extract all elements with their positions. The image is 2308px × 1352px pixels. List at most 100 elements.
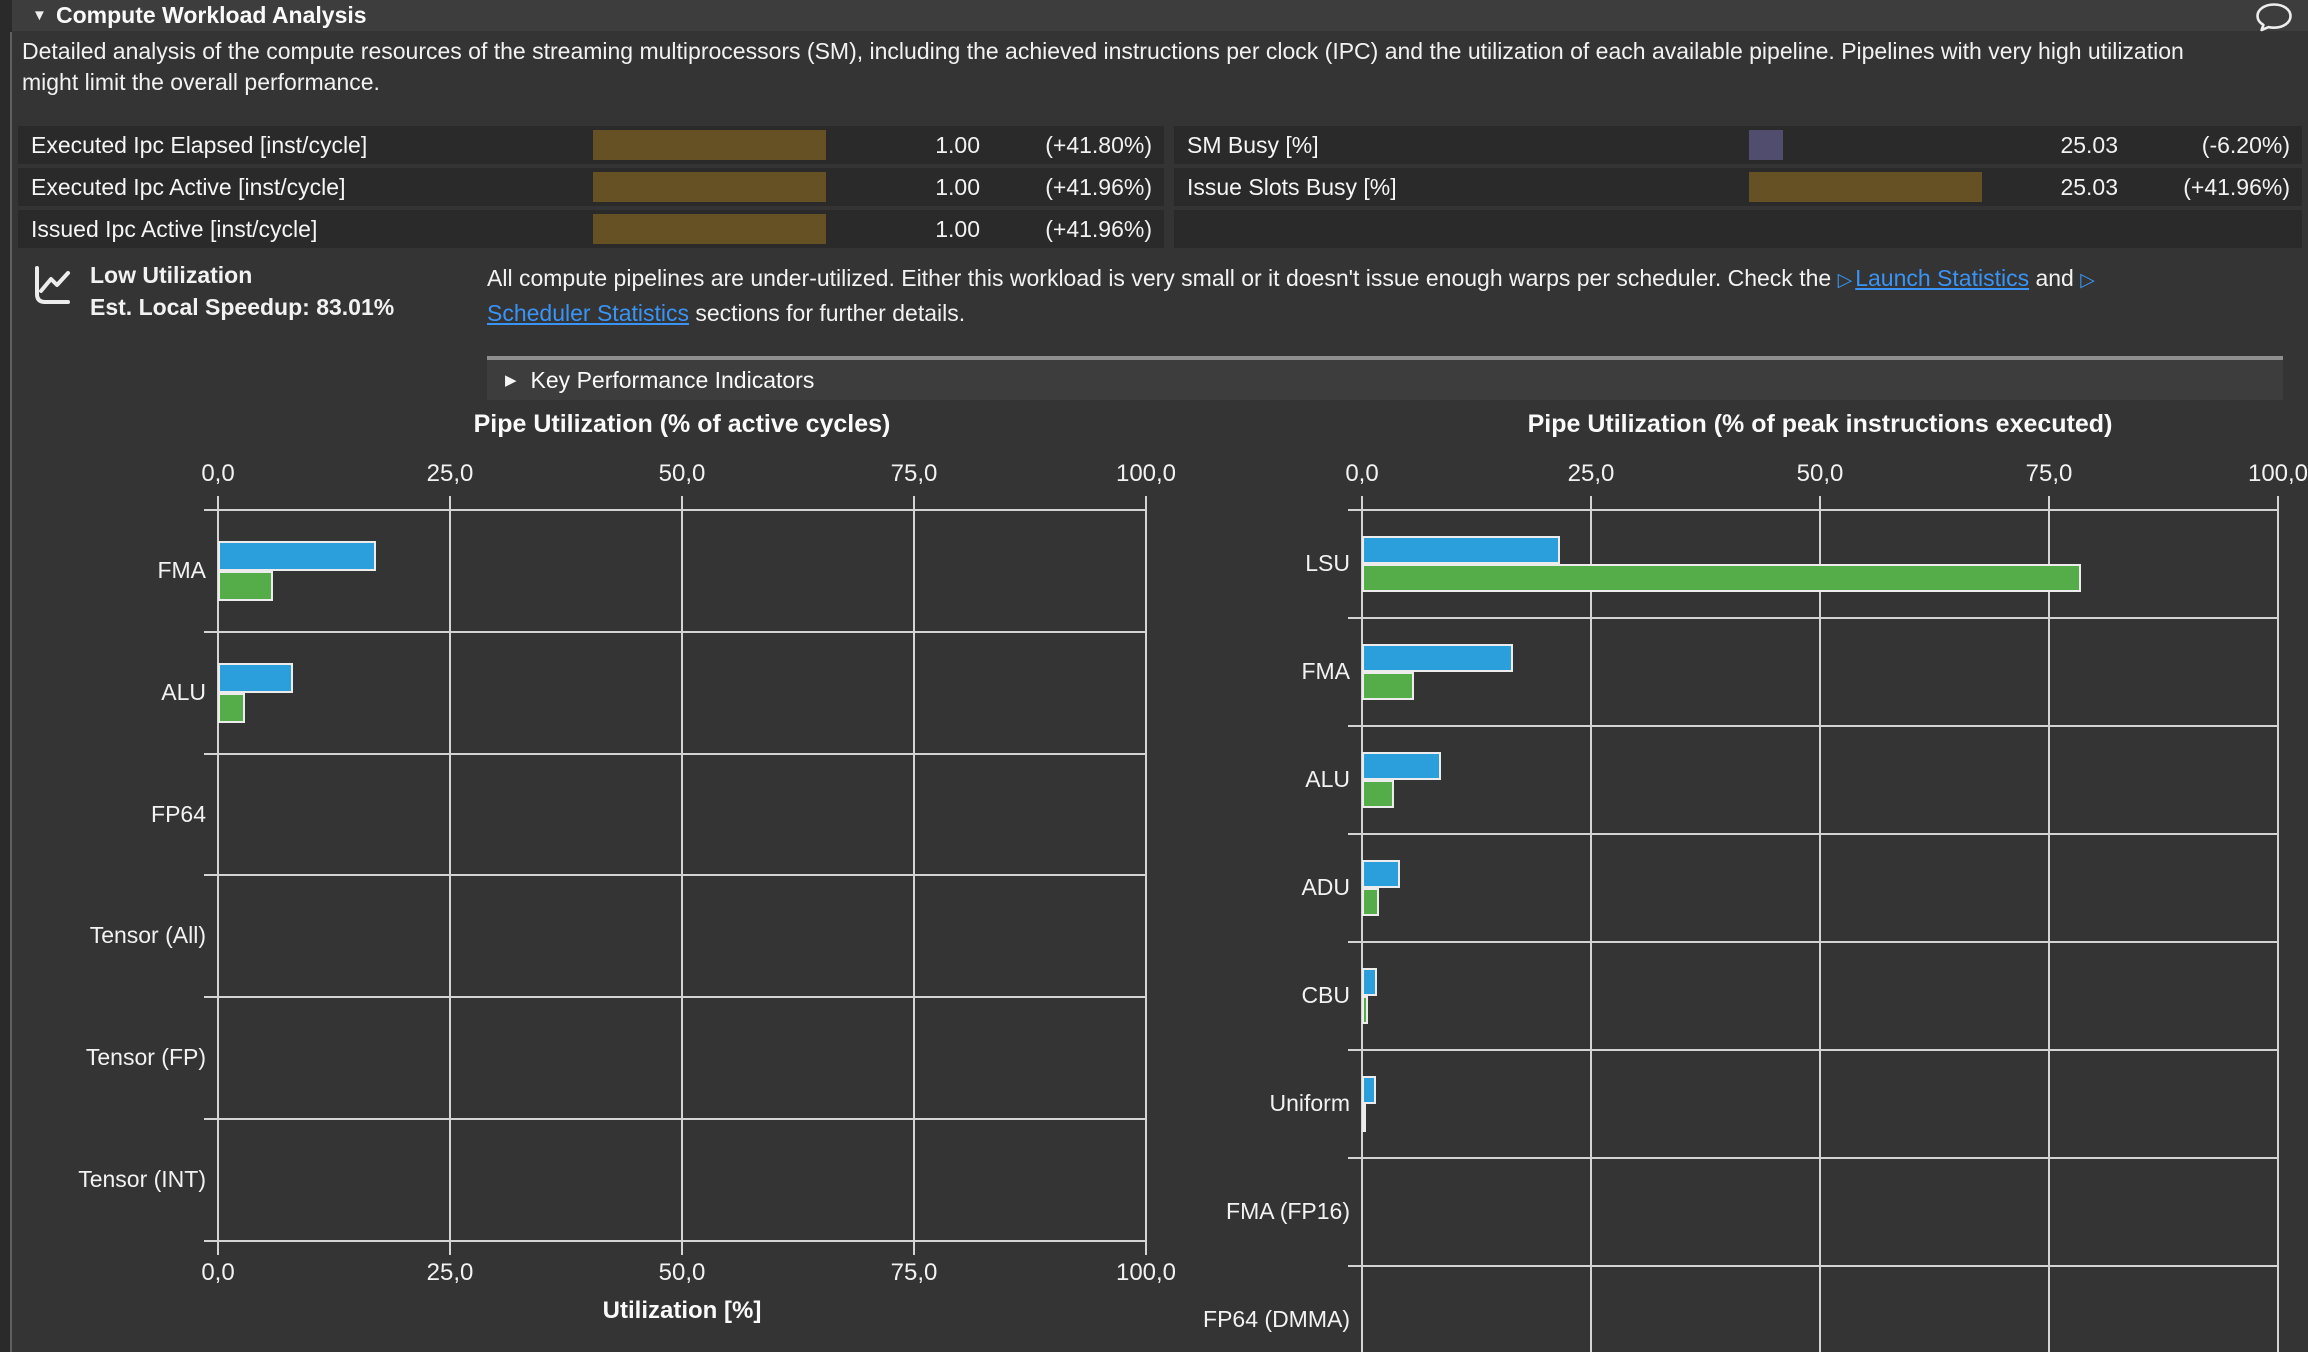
gridline-horizontal bbox=[204, 630, 1146, 633]
bar-green bbox=[218, 692, 245, 723]
x-tick-label-bottom: 25,0 bbox=[426, 1258, 474, 1286]
axis-tick-mark bbox=[913, 1240, 915, 1255]
gridline-vertical bbox=[1145, 510, 1147, 1241]
gridline-vertical bbox=[2277, 510, 2279, 1352]
bar-blue bbox=[1362, 752, 1441, 780]
section-description: Detailed analysis of the compute resourc… bbox=[22, 38, 2184, 95]
category-label: Tensor (FP) bbox=[85, 1044, 206, 1071]
section-link-launch-statistics[interactable]: ▷ Launch Statistics bbox=[1838, 265, 2030, 291]
link-triangle-icon: ▷ bbox=[1837, 270, 1853, 291]
category-label: LSU bbox=[1305, 550, 1350, 576]
gridline-horizontal bbox=[204, 874, 1146, 877]
chart-title: Pipe Utilization (% of peak instructions… bbox=[1527, 410, 2113, 438]
axis-tick-mark bbox=[1590, 496, 1592, 510]
bar-blue bbox=[1362, 968, 1377, 996]
metric-bar-cell bbox=[1749, 172, 2059, 202]
bar-green bbox=[1362, 1104, 1366, 1132]
gridline-horizontal bbox=[1348, 725, 2278, 727]
metric-row-empty bbox=[1174, 210, 2302, 248]
gridline-horizontal bbox=[1348, 617, 2278, 619]
x-tick-label-bottom: 0,0 bbox=[201, 1258, 235, 1286]
gridline-vertical bbox=[1361, 510, 1363, 1352]
metric-label: SM Busy [%] bbox=[1187, 132, 1319, 158]
category-label: Uniform bbox=[1269, 1090, 1350, 1116]
metric-value: 1.00 bbox=[935, 216, 980, 242]
bar-green bbox=[1362, 780, 1395, 808]
kpi-section-label: Key Performance Indicators bbox=[530, 366, 815, 393]
expander-triangle-icon[interactable]: ▶ bbox=[505, 372, 517, 389]
recommendation-text: and bbox=[2029, 265, 2081, 291]
section-header[interactable]: ▼ Compute Workload Analysis bbox=[12, 0, 2308, 32]
recommendation-speedup: Est. Local Speedup: 83.01% bbox=[90, 294, 395, 320]
x-tick-label-top: 50,0 bbox=[1796, 460, 1844, 487]
metric-label: Executed Ipc Elapsed [inst/cycle] bbox=[31, 132, 368, 158]
metric-table-right: SM Busy [%] 25.03 (-6.20%) Issue Slots Busy… bbox=[1174, 126, 2302, 248]
axis-tick-mark bbox=[217, 1240, 219, 1255]
metric-bar bbox=[1749, 172, 1982, 202]
bar-blue bbox=[1362, 536, 1560, 564]
x-tick-label-top: 75,0 bbox=[2025, 460, 2073, 487]
metric-values: 1.00 (+41.96%) bbox=[935, 216, 1152, 243]
category-label: FMA bbox=[157, 556, 206, 583]
axis-tick-mark bbox=[449, 1240, 451, 1255]
section-title: Compute Workload Analysis bbox=[56, 2, 367, 28]
x-tick-label-top: 50,0 bbox=[658, 460, 706, 487]
axis-tick-mark bbox=[449, 496, 451, 510]
gridline-horizontal bbox=[204, 509, 1146, 511]
collapse-triangle-icon[interactable]: ▼ bbox=[32, 7, 47, 24]
gridline-horizontal bbox=[204, 996, 1146, 999]
comment-icon[interactable] bbox=[2254, 2, 2294, 32]
metric-bar-cell bbox=[593, 214, 903, 244]
metric-bar bbox=[593, 130, 826, 160]
axis-tick-mark bbox=[681, 1240, 683, 1255]
metric-delta: (+41.96%) bbox=[2183, 174, 2290, 200]
category-label: FMA bbox=[1301, 658, 1350, 684]
section-link-scheduler-statistics[interactable]: ▷ Scheduler Statistics bbox=[487, 265, 2098, 326]
x-axis-label: Utilization [%] bbox=[602, 1296, 762, 1324]
axis-tick-mark bbox=[913, 496, 915, 510]
category-label: Tensor (INT) bbox=[78, 1165, 206, 1192]
bar-green bbox=[1362, 672, 1415, 700]
recommendation-text: All compute pipelines are under-utilized… bbox=[487, 265, 1838, 291]
bar-green bbox=[1362, 996, 1369, 1024]
metric-row: SM Busy [%] 25.03 (-6.20%) bbox=[1174, 126, 2302, 164]
left-gutter-line bbox=[10, 32, 12, 1352]
metric-row: Issued Ipc Active [inst/cycle] 1.00 (+41.9… bbox=[18, 210, 1164, 248]
kpi-section-header[interactable]: ▶ Key Performance Indicators bbox=[487, 356, 2283, 400]
metric-row: Issue Slots Busy [%] 25.03 (+41.96%) bbox=[1174, 168, 2302, 206]
bar-blue bbox=[218, 540, 376, 571]
x-tick-label-top: 0,0 bbox=[201, 460, 235, 487]
left-gutter bbox=[0, 0, 12, 1352]
metric-values: 1.00 (+41.80%) bbox=[935, 132, 1152, 159]
x-tick-label-top: 25,0 bbox=[1567, 460, 1615, 487]
metric-tables: Executed Ipc Elapsed [inst/cycle] 1.00 (+4… bbox=[18, 126, 2302, 248]
category-label: CBU bbox=[1301, 982, 1350, 1008]
recommendation-message: All compute pipelines are under-utilized… bbox=[487, 262, 2167, 329]
gridline-horizontal bbox=[1348, 509, 2278, 511]
gridline-horizontal bbox=[204, 1118, 1146, 1120]
category-label: ALU bbox=[161, 678, 206, 705]
bar-blue bbox=[1362, 644, 1514, 672]
bar-blue bbox=[1362, 1076, 1376, 1104]
metric-values: 25.03 (+41.96%) bbox=[2060, 174, 2290, 201]
metric-bar-cell bbox=[593, 130, 903, 160]
bar-green bbox=[1362, 888, 1380, 916]
axis-tick-mark bbox=[2277, 496, 2279, 510]
metric-label: Executed Ipc Active [inst/cycle] bbox=[31, 174, 346, 200]
recommendation-title: Low Utilization bbox=[90, 262, 253, 288]
metric-values: 25.03 (-6.20%) bbox=[2060, 132, 2290, 159]
axis-tick-mark bbox=[1361, 496, 1363, 510]
category-label: Tensor (All) bbox=[89, 922, 206, 949]
x-tick-label-top: 100,0 bbox=[2247, 460, 2308, 487]
bar-blue bbox=[1362, 860, 1401, 888]
metric-value: 25.03 bbox=[2060, 132, 2118, 158]
gridline-vertical bbox=[2048, 510, 2050, 1352]
bar-green bbox=[218, 570, 273, 601]
gridline-horizontal bbox=[204, 1239, 1146, 1242]
gridline-horizontal bbox=[1348, 941, 2278, 943]
metric-table-left: Executed Ipc Elapsed [inst/cycle] 1.00 (+4… bbox=[18, 126, 1164, 248]
gridline-horizontal bbox=[1348, 1157, 2278, 1159]
metric-value: 1.00 bbox=[935, 132, 980, 158]
metric-bar-cell bbox=[1749, 130, 2059, 160]
